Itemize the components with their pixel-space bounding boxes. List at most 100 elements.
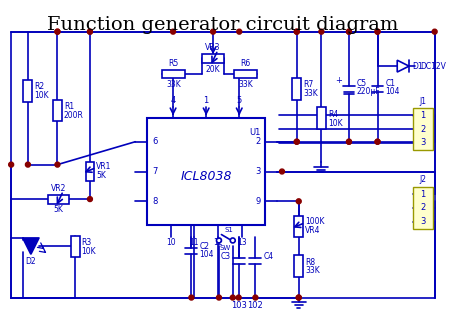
Text: 20K: 20K bbox=[206, 65, 220, 74]
Text: 13: 13 bbox=[237, 238, 247, 247]
Text: 10K: 10K bbox=[328, 119, 342, 128]
Text: DC12V: DC12V bbox=[420, 62, 446, 71]
Text: 9: 9 bbox=[255, 197, 261, 206]
Circle shape bbox=[346, 29, 351, 34]
Text: 3: 3 bbox=[420, 217, 426, 226]
Bar bbox=[317, 107, 326, 129]
Text: S1: S1 bbox=[225, 227, 233, 233]
Bar bbox=[413, 187, 433, 229]
Text: 3: 3 bbox=[420, 138, 426, 148]
Text: C5: C5 bbox=[357, 79, 367, 88]
Text: SW: SW bbox=[219, 245, 230, 252]
Circle shape bbox=[216, 238, 221, 243]
Text: R8: R8 bbox=[305, 257, 315, 267]
Text: +: + bbox=[335, 76, 342, 85]
Text: 6: 6 bbox=[152, 137, 158, 146]
Text: 220μF: 220μF bbox=[357, 87, 380, 96]
Text: R5: R5 bbox=[169, 59, 179, 68]
Circle shape bbox=[296, 295, 301, 300]
Text: R6: R6 bbox=[240, 59, 251, 68]
Polygon shape bbox=[23, 238, 39, 254]
Circle shape bbox=[26, 162, 30, 167]
Circle shape bbox=[237, 29, 242, 34]
Circle shape bbox=[253, 295, 258, 300]
Circle shape bbox=[346, 139, 351, 144]
Bar bbox=[23, 80, 32, 102]
Circle shape bbox=[296, 199, 301, 204]
Circle shape bbox=[375, 139, 380, 144]
Bar bbox=[48, 195, 69, 203]
Circle shape bbox=[87, 29, 92, 34]
Text: R2: R2 bbox=[34, 82, 45, 91]
Text: R3: R3 bbox=[81, 238, 92, 247]
Text: VR2: VR2 bbox=[51, 184, 66, 193]
Circle shape bbox=[171, 29, 176, 34]
Circle shape bbox=[346, 139, 351, 144]
Text: 104: 104 bbox=[199, 250, 214, 259]
Circle shape bbox=[346, 29, 351, 34]
Circle shape bbox=[211, 29, 216, 34]
Circle shape bbox=[230, 238, 235, 243]
Polygon shape bbox=[397, 60, 409, 72]
Text: 102: 102 bbox=[248, 300, 263, 310]
Circle shape bbox=[216, 295, 221, 300]
Text: 33K: 33K bbox=[303, 89, 318, 98]
Bar bbox=[147, 118, 265, 225]
Bar bbox=[202, 54, 224, 63]
Bar bbox=[234, 70, 257, 78]
Text: C2: C2 bbox=[199, 242, 209, 251]
Circle shape bbox=[9, 162, 13, 167]
Circle shape bbox=[55, 29, 60, 34]
Bar bbox=[53, 100, 62, 121]
Circle shape bbox=[294, 29, 299, 34]
Circle shape bbox=[375, 139, 380, 144]
Text: 10K: 10K bbox=[34, 91, 49, 100]
Bar bbox=[86, 162, 94, 181]
Text: 2: 2 bbox=[420, 125, 425, 134]
Circle shape bbox=[432, 29, 437, 34]
Text: R7: R7 bbox=[303, 80, 313, 89]
Text: 1: 1 bbox=[203, 95, 209, 105]
Circle shape bbox=[55, 162, 60, 167]
Circle shape bbox=[294, 139, 299, 144]
Bar bbox=[292, 78, 301, 100]
Text: J2: J2 bbox=[419, 175, 426, 184]
Text: R1: R1 bbox=[64, 102, 74, 111]
Text: 1: 1 bbox=[420, 190, 425, 199]
Text: D1: D1 bbox=[412, 62, 423, 71]
Circle shape bbox=[87, 197, 92, 202]
Text: 2: 2 bbox=[420, 203, 425, 213]
Circle shape bbox=[236, 295, 241, 300]
Text: 5K: 5K bbox=[54, 205, 63, 214]
Text: Function generator circuit diagram: Function generator circuit diagram bbox=[47, 16, 399, 34]
Text: 33K: 33K bbox=[305, 267, 320, 275]
Text: U1: U1 bbox=[249, 128, 261, 137]
Bar bbox=[294, 255, 303, 277]
Circle shape bbox=[375, 29, 380, 34]
Text: 104: 104 bbox=[385, 87, 400, 96]
Circle shape bbox=[294, 29, 299, 34]
Text: 33K: 33K bbox=[238, 80, 253, 89]
Circle shape bbox=[87, 29, 92, 34]
Text: VR1: VR1 bbox=[96, 162, 112, 171]
Bar bbox=[294, 216, 303, 237]
Text: 10K: 10K bbox=[81, 247, 96, 256]
Text: 2: 2 bbox=[255, 137, 261, 146]
Bar bbox=[162, 70, 185, 78]
Text: 11: 11 bbox=[189, 238, 199, 247]
Text: ICL8038: ICL8038 bbox=[180, 170, 232, 183]
Text: 10: 10 bbox=[166, 238, 176, 247]
Text: C3: C3 bbox=[220, 252, 231, 261]
Circle shape bbox=[319, 29, 324, 34]
Text: 1: 1 bbox=[420, 111, 425, 120]
Circle shape bbox=[189, 295, 194, 300]
Text: C4: C4 bbox=[263, 252, 274, 261]
Text: 5: 5 bbox=[237, 95, 242, 105]
Text: 8: 8 bbox=[152, 197, 158, 206]
Circle shape bbox=[294, 139, 299, 144]
Text: 100K: 100K bbox=[305, 217, 324, 226]
Circle shape bbox=[375, 29, 380, 34]
Text: 4: 4 bbox=[171, 95, 176, 105]
Text: 5K: 5K bbox=[96, 171, 106, 180]
Circle shape bbox=[279, 169, 284, 174]
